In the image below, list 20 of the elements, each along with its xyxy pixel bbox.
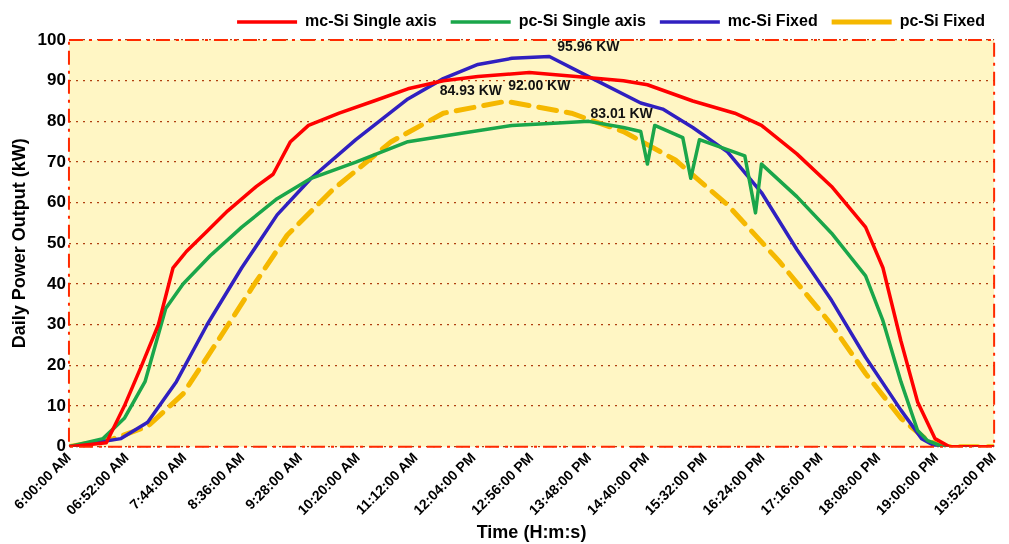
y-tick-label: 70 — [47, 151, 66, 171]
y-tick-label: 60 — [47, 192, 66, 212]
annotation: 95.96 KW — [557, 38, 621, 55]
x-axis-title: Time (H:m:s) — [476, 522, 587, 543]
legend-label: mc-Si Fixed — [727, 12, 818, 30]
y-tick-label: 90 — [47, 70, 66, 90]
legend-label: pc-Si Single axis — [518, 12, 646, 30]
annotation: 92.00 KW — [508, 77, 572, 94]
annotation: 84.93 KW — [439, 82, 503, 99]
y-tick-label: 40 — [47, 273, 66, 293]
y-tick-label: 100 — [37, 29, 66, 49]
y-tick-label: 80 — [47, 111, 66, 131]
legend-label: pc-Si Fixed — [899, 12, 986, 30]
y-tick-label: 30 — [47, 314, 66, 334]
legend-label: mc-Si Single axis — [305, 12, 437, 30]
y-axis-title: Daily Power Output (kW) — [8, 138, 29, 349]
y-tick-label: 50 — [47, 233, 66, 253]
annotation: 83.01 KW — [590, 104, 654, 121]
y-tick-label: 20 — [47, 355, 66, 375]
y-tick-label: 10 — [47, 395, 66, 415]
